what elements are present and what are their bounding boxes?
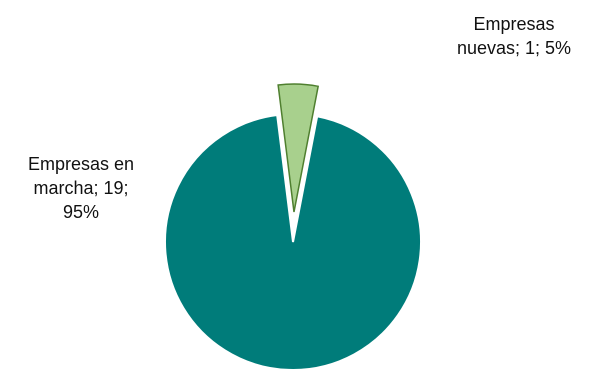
data-label-empresas-en-marcha: Empresas en marcha; 19; 95% — [28, 154, 134, 222]
data-label-line: 95% — [63, 202, 99, 222]
data-label-line: Empresas en — [28, 154, 134, 174]
pie-slices-layer — [164, 83, 422, 371]
data-label-line: marcha; 19; — [33, 178, 128, 198]
pie-slice-empresas-nuevas — [277, 83, 320, 213]
data-label-empresas-nuevas: Empresas nuevas; 1; 5% — [457, 14, 571, 58]
data-label-line: Empresas — [473, 14, 554, 34]
pie-labels-layer: Empresas en marcha; 19; 95% Empresas nuevas;… — [28, 14, 571, 222]
data-label-line: nuevas; 1; 5% — [457, 38, 571, 58]
